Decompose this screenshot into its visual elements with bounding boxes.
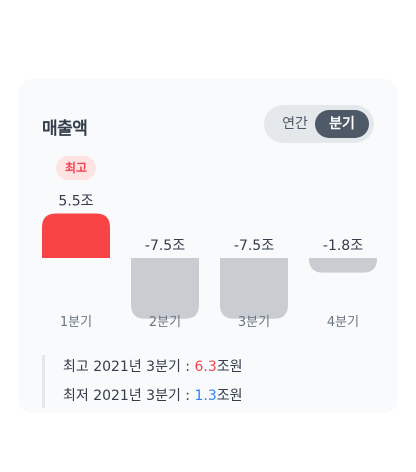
category-label: 1분기 bbox=[60, 315, 92, 330]
bar-1분기[interactable] bbox=[42, 213, 110, 258]
summary-min-value: 1.3 bbox=[194, 388, 217, 404]
summary-max: 최고 2021년 3분기 : 6.3조원 bbox=[63, 355, 243, 379]
revenue-chart: 5.5조 1분기 -7.5조 2분기 -7.5조 3분기 -1.8조 4분기 bbox=[18, 79, 398, 413]
toggle-annual[interactable]: 연간 bbox=[282, 116, 308, 132]
category-label: 2분기 bbox=[149, 315, 181, 330]
toggle-quarterly[interactable]: 분기 bbox=[315, 110, 369, 138]
category-label: 3분기 bbox=[238, 315, 270, 330]
period-toggle[interactable]: 연간 분기 bbox=[264, 105, 374, 143]
category-label: 4분기 bbox=[327, 315, 359, 330]
revenue-card: 매출액 연간 분기 최고 5.5조 1분기 -7.5조 2분기 -7.5조 3분기 -1.8… bbox=[18, 79, 398, 413]
value-label: 5.5조 bbox=[58, 193, 93, 209]
value-label: -1.8조 bbox=[323, 238, 363, 254]
summary-min-prefix: 최저 2021년 3분기 : bbox=[63, 388, 195, 404]
card-title: 매출액 bbox=[42, 119, 88, 139]
summary-max-prefix: 최고 2021년 3분기 : bbox=[63, 359, 195, 375]
summary-min: 최저 2021년 3분기 : 1.3조원 bbox=[63, 384, 243, 408]
summary-box: 최고 2021년 3분기 : 6.3조원 최저 2021년 3분기 : 1.3조… bbox=[42, 355, 243, 408]
revenue-bar-chart: 5.5조 1분기 -7.5조 2분기 -7.5조 3분기 -1.8조 4분기 bbox=[42, 193, 377, 330]
bar-4분기[interactable] bbox=[309, 258, 377, 273]
value-label: -7.5조 bbox=[234, 238, 274, 254]
bar-3분기[interactable] bbox=[220, 258, 288, 319]
value-label: -7.5조 bbox=[145, 238, 185, 254]
summary-max-value: 6.3 bbox=[194, 359, 217, 375]
summary-min-unit: 조원 bbox=[216, 388, 243, 404]
bar-2분기[interactable] bbox=[131, 258, 199, 319]
max-badge: 최고 bbox=[56, 156, 96, 180]
summary-max-unit: 조원 bbox=[216, 359, 243, 375]
